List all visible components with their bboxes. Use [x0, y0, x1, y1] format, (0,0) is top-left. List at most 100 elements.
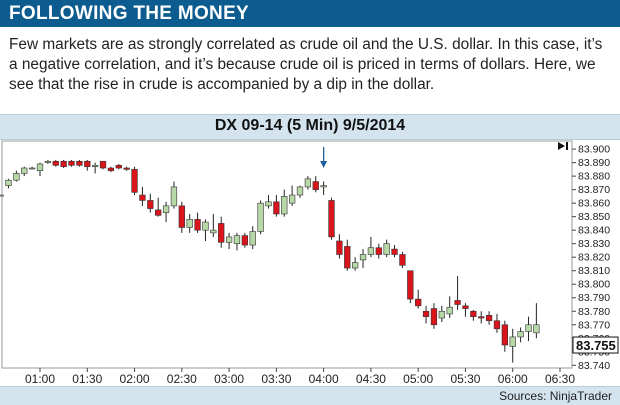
y-tick-label: 83.900: [578, 144, 610, 156]
candle-body-up: [170, 186, 178, 207]
candle-body-down: [344, 246, 351, 269]
candle-body-up: [320, 185, 327, 188]
end-bar-icon: [566, 142, 568, 150]
candle-body-up: [5, 179, 12, 186]
candle-body-down: [241, 235, 248, 246]
candle-body-up: [0, 194, 4, 197]
y-tick-label: 83.770: [578, 319, 610, 331]
candle-body-up: [202, 221, 209, 231]
y-tick-label: 83.780: [578, 306, 610, 318]
candle-body-down: [485, 315, 493, 322]
y-tick-label: 83.870: [578, 184, 610, 196]
x-tick-label: 01:00: [25, 372, 55, 386]
y-tick-label: 83.830: [578, 238, 610, 250]
header-title: FOLLOWING THE MONEY: [9, 3, 250, 24]
candle-body-down: [131, 169, 138, 193]
candle-body-up: [438, 310, 445, 319]
arrow-down-icon: [320, 161, 328, 168]
candle-body-down: [60, 160, 67, 167]
candle-body-down: [76, 160, 83, 166]
candle-body-down: [478, 316, 485, 319]
candle-body-down: [273, 201, 280, 215]
candle-body-up: [21, 167, 28, 174]
x-tick-label: 05:00: [403, 372, 433, 386]
y-tick-label: 83.880: [578, 171, 610, 183]
x-tick-label: 06:30: [545, 372, 575, 386]
candle-body-down: [336, 240, 343, 255]
candle-body-up: [288, 194, 296, 204]
candle-body-down: [139, 194, 146, 201]
y-tick-label: 83.790: [578, 292, 610, 304]
x-tick-label: 03:00: [214, 372, 244, 386]
x-tick-label: 05:30: [450, 372, 480, 386]
y-tick-label: 83.840: [578, 225, 610, 237]
candle-body-down: [312, 181, 319, 190]
y-tick-label: 83.800: [578, 279, 610, 291]
candle-body-up: [233, 235, 241, 244]
candle-body-down: [68, 160, 75, 166]
y-tick-label: 83.850: [578, 211, 610, 223]
play-icon: [558, 142, 565, 150]
candle-body-down: [430, 308, 438, 326]
candle-body-up: [28, 167, 36, 170]
x-tick-label: 04:00: [309, 372, 339, 386]
candle-body-down: [218, 223, 225, 243]
candle-body-up: [162, 205, 170, 213]
candle-body-up: [13, 173, 20, 181]
y-tick-label: 83.810: [578, 265, 610, 277]
candle-body-up: [446, 306, 453, 315]
x-tick-label: 06:00: [498, 372, 528, 386]
candle-body-down: [470, 310, 477, 317]
candle-body-down: [415, 298, 422, 307]
candle-body-up: [257, 202, 264, 232]
candle-body-down: [399, 254, 406, 266]
candle-body-down: [178, 205, 185, 228]
candle-body-down: [52, 160, 59, 166]
y-tick-label: 83.820: [578, 252, 610, 264]
x-tick-label: 04:30: [356, 372, 386, 386]
last-price-label: 83.755: [576, 338, 616, 353]
candle-body-down: [115, 165, 122, 169]
candle-body-down: [123, 167, 130, 170]
candle-body-up: [304, 178, 312, 188]
candle-body-up: [44, 160, 52, 163]
candle-body-up: [265, 201, 272, 207]
candle-body-down: [407, 270, 414, 300]
candle-body-up: [249, 231, 256, 246]
candle-body-down: [147, 200, 154, 209]
candle-body-up: [509, 336, 516, 347]
last-price-box: [572, 336, 619, 354]
candle-body-up: [383, 243, 390, 255]
x-tick-label: 03:30: [261, 372, 291, 386]
y-tick-label: 83.740: [578, 360, 610, 372]
candle-body-down: [328, 200, 335, 238]
candle-body-down: [155, 209, 162, 216]
candle-body-down: [194, 219, 201, 231]
candle-body-down: [375, 247, 382, 255]
candle-body-down: [501, 324, 508, 346]
plot-area: [1, 140, 573, 369]
candle-body-down: [99, 160, 107, 169]
x-tick-label: 02:30: [167, 372, 197, 386]
candle-body-down: [493, 320, 501, 330]
candle-body-up: [225, 236, 233, 243]
y-tick-label: 83.860: [578, 198, 610, 210]
candle-body-up: [352, 262, 359, 269]
candle-body-down: [391, 248, 398, 255]
candle-body-up: [517, 331, 524, 338]
candle-body-up: [36, 163, 44, 172]
candle-body-down: [84, 160, 91, 167]
candle-body-up: [92, 165, 99, 167]
chart-title-bar: DX 09-14 (5 Min) 9/5/2014: [0, 114, 620, 140]
candle-body-up: [296, 186, 304, 196]
description-text: Few markets are as strongly correlated a…: [9, 36, 603, 93]
candle-body-up: [367, 247, 375, 255]
candle-body-up: [186, 219, 193, 228]
candle-body-down: [462, 305, 469, 309]
x-tick-label: 02:00: [120, 372, 150, 386]
chart-title: DX 09-14 (5 Min) 9/5/2014: [214, 117, 406, 134]
y-tick-label: 83.890: [578, 157, 610, 169]
candle-body-up: [210, 229, 217, 234]
